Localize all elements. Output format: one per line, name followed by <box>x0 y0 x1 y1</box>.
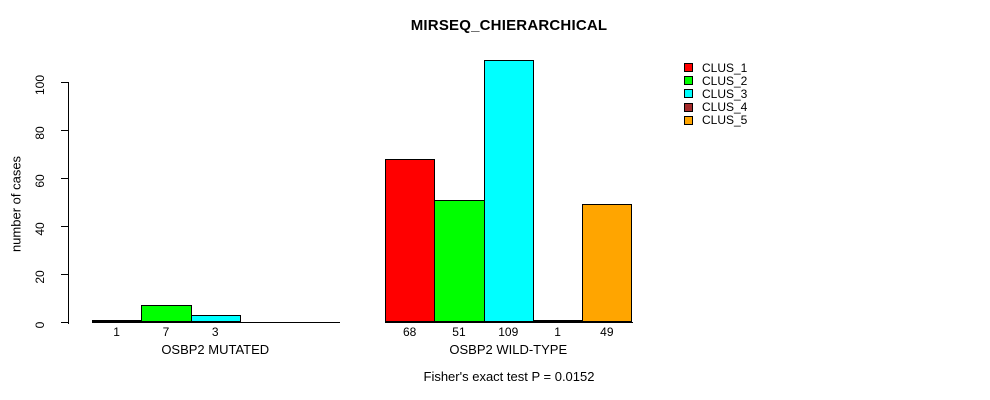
bar-value-label: 7 <box>162 325 170 339</box>
group-label-osbp2-mutated: OSBP2 MUTATED <box>161 342 270 357</box>
legend-swatch-clus-4 <box>684 102 693 112</box>
bar-clus-2 <box>141 305 192 322</box>
y-axis-tick-label-text: 20 <box>33 269 47 284</box>
bar-clus-3 <box>483 60 534 322</box>
y-axis-tick-label-text: 40 <box>33 221 47 236</box>
y-axis-tick <box>60 225 68 228</box>
legend-label: CLUS_3 <box>702 86 748 101</box>
legend-swatch-clus-2 <box>684 76 693 86</box>
fisher-test-annotation: Fisher's exact test P = 0.0152 <box>423 369 595 384</box>
legend-swatch-clus-1 <box>684 63 693 73</box>
bar-clus-1 <box>92 319 143 322</box>
y-axis-tick-label-text: 0 <box>33 321 47 328</box>
legend-item: CLUS_4 <box>684 101 747 114</box>
bar-value-label: 51 <box>452 325 466 339</box>
bar-value-label: 3 <box>211 325 219 339</box>
legend-item: CLUS_5 <box>684 114 747 127</box>
legend-label: CLUS_2 <box>702 73 748 88</box>
y-axis-tick <box>60 177 68 180</box>
legend-label: CLUS_1 <box>702 60 748 75</box>
chart-title: MIRSEQ_CHIERARCHICAL <box>410 17 608 34</box>
bar-value-label: 49 <box>600 325 614 339</box>
bar-clus-2 <box>434 199 485 322</box>
bar-value-label: 68 <box>402 325 417 339</box>
legend-item: CLUS_2 <box>684 74 747 87</box>
bar-value-label: 109 <box>498 325 519 339</box>
bar-clus-4 <box>532 319 584 322</box>
legend: CLUS_1 CLUS_2 CLUS_3 CLUS_4 CLUS_5 <box>684 61 747 127</box>
group-label-osbp2-wild-type: OSBP2 WILD-TYPE <box>449 342 568 357</box>
legend-label: CLUS_5 <box>702 113 748 128</box>
y-axis-tick <box>60 129 68 132</box>
legend-swatch-clus-3 <box>684 89 693 99</box>
x-axis-baseline <box>92 321 340 323</box>
bar-value-label: 1 <box>113 325 120 339</box>
bar-value-label: 1 <box>554 325 561 339</box>
bar-clus-3 <box>190 314 241 322</box>
legend-swatch-clus-5 <box>684 115 693 125</box>
y-axis-tick-label-text: 100 <box>33 74 47 95</box>
y-axis-line <box>67 82 69 324</box>
legend-item: CLUS_1 <box>684 61 747 74</box>
y-axis-tick <box>60 273 68 276</box>
y-axis-title-text: number of cases <box>8 155 24 253</box>
y-axis-tick <box>60 81 68 84</box>
y-axis-tick <box>60 321 68 324</box>
y-axis-tick-label-text: 80 <box>33 125 47 140</box>
bar-clus-5 <box>582 204 633 322</box>
legend-item: CLUS_3 <box>684 87 747 100</box>
x-axis-baseline <box>385 321 633 323</box>
legend-label: CLUS_4 <box>702 100 748 115</box>
y-axis-tick-label-text: 60 <box>33 173 47 188</box>
bar-clus-1 <box>385 158 436 322</box>
